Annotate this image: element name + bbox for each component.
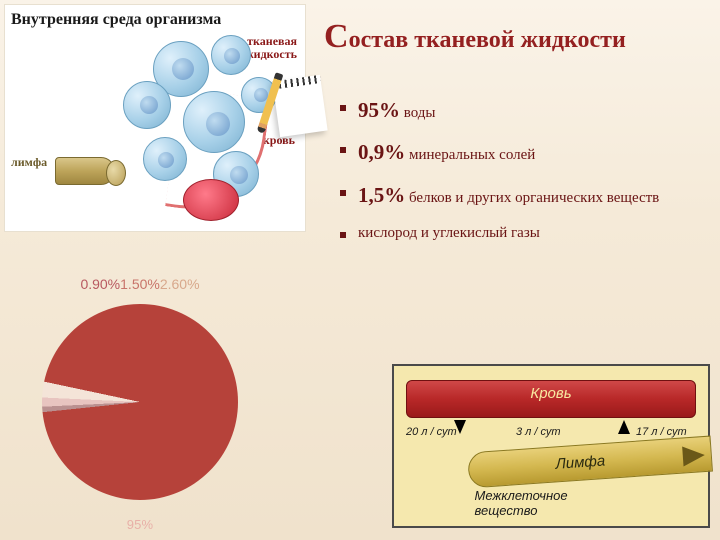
pie-graphic [42, 304, 238, 500]
flow-back-text: 17 л / сут [636, 426, 687, 438]
list-item: 1,5% белков и других органических вещест… [340, 181, 686, 209]
list-item: 0,9% минеральных солей [340, 138, 686, 166]
composition-pie-chart: 0.90%1.50%2.60% 95% [10, 276, 270, 536]
pie-top-labels: 0.90%1.50%2.60% [10, 276, 270, 292]
flow-lymph-text: 3 л / сут [516, 426, 561, 438]
flow-out-text: 20 л / сут [406, 426, 457, 438]
pie-label-3: 2.60% [160, 276, 200, 292]
list-item: 95% воды [340, 96, 686, 124]
pie-bottom-label: 95% [10, 517, 270, 532]
title-cap: С [324, 18, 349, 55]
lymph-vessel: Лимфа [467, 436, 713, 489]
list-item: кислород и углекислый газы [340, 223, 686, 243]
notepad-graphic [272, 75, 327, 137]
composition-list: 95% воды 0,9% минеральных солей 1,5% бел… [340, 96, 686, 257]
label-lymph: лимфа [11, 155, 47, 170]
blood-label: Кровь [530, 385, 571, 402]
arrow-right-icon [682, 445, 705, 466]
fluid-exchange-diagram: Кровь Лимфа 20 л / сут 3 л / сут 17 л / … [392, 364, 710, 528]
pie-label-2: 1.50% [120, 276, 160, 292]
illustration-title: Внутренняя среда организма [11, 11, 221, 29]
page-title: Состав тканевой жидкости [324, 18, 626, 56]
intercellular-label: Межклеточное вещество [475, 488, 628, 518]
arrow-up-icon [618, 420, 630, 434]
cell-cluster-graphic [113, 33, 293, 229]
pie-label-1: 0.90% [80, 276, 120, 292]
lymph-label: Лимфа [555, 452, 606, 472]
blood-vessel: Кровь [406, 380, 696, 418]
lymph-vessel-graphic [55, 157, 115, 185]
title-rest: остав тканевой жидкости [349, 27, 626, 53]
